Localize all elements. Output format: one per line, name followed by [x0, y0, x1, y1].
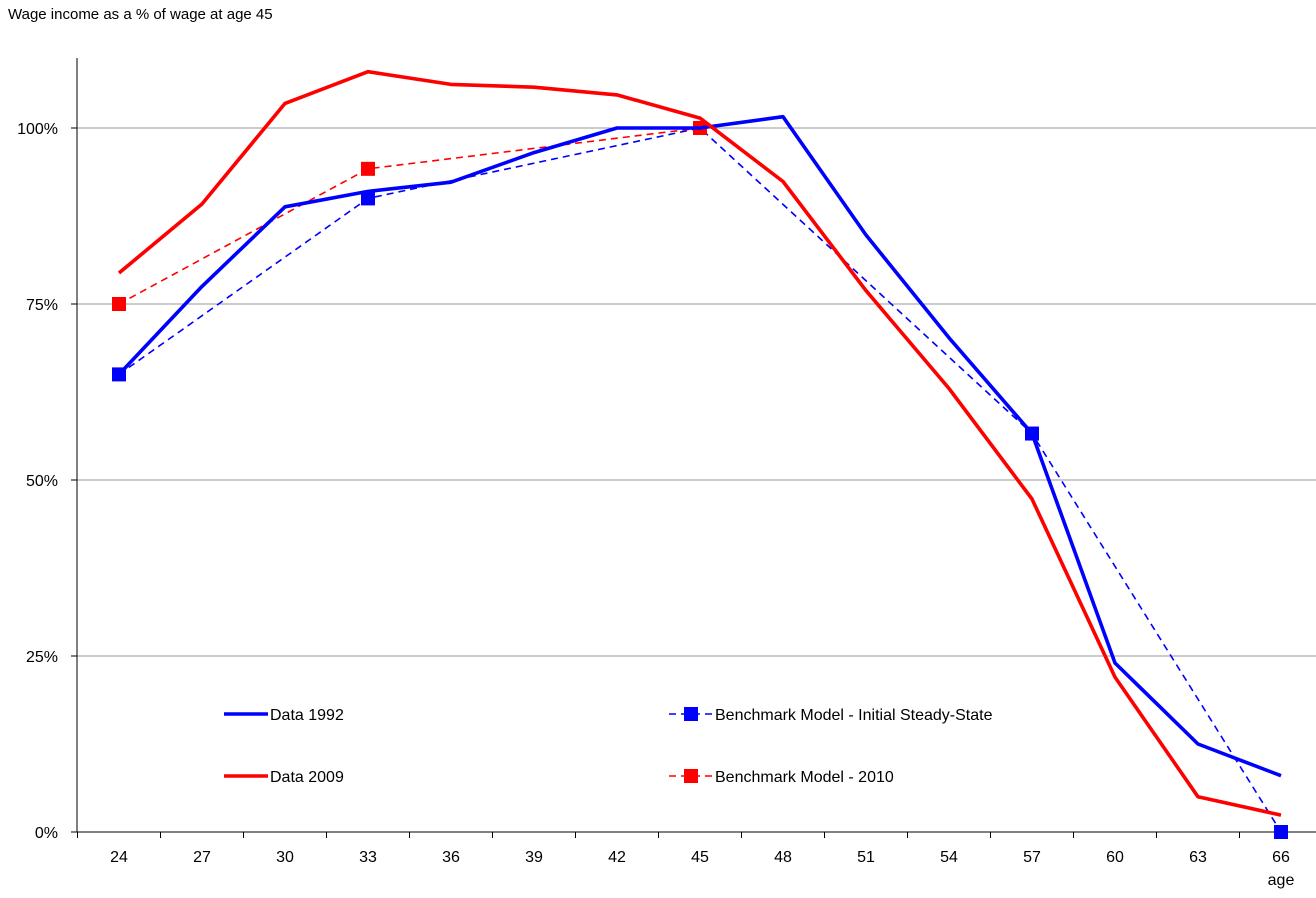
- gridlines: [77, 127, 1316, 657]
- series-line-2: [117, 69, 1282, 817]
- x-tick-label: 60: [1106, 849, 1124, 866]
- x-tick-label: 27: [193, 849, 211, 866]
- legend-item: Benchmark Model - 2010: [669, 769, 894, 786]
- x-tick-label: 57: [1023, 849, 1041, 866]
- x-axis-label: age: [1268, 872, 1295, 889]
- x-tick-label: 48: [774, 849, 792, 866]
- x-tick-label: 51: [857, 849, 875, 866]
- x-tick-label: 54: [940, 849, 958, 866]
- series-line-1: [117, 114, 1282, 778]
- x-tick-label: 36: [442, 849, 460, 866]
- x-tick-label: 66: [1272, 849, 1290, 866]
- legend-item: Data 1992: [224, 707, 344, 724]
- y-tick-label: 75%: [26, 297, 58, 314]
- series-lines: [112, 69, 1288, 839]
- data-point-marker: [361, 191, 375, 206]
- chart-title: Wage income as a % of wage at age 45: [8, 6, 273, 23]
- x-tick-label: 33: [359, 849, 377, 866]
- legend: Data 1992 Data 2009 Benchmark Model - Init…: [224, 707, 993, 786]
- legend-label: Data 2009: [270, 769, 344, 786]
- legend-label: Benchmark Model - Initial Steady-State: [715, 707, 993, 724]
- y-axis-ticks: 0% 25% 50% 75% 100%: [17, 121, 77, 842]
- x-tick-label: 24: [110, 849, 128, 866]
- y-tick-label: 0%: [35, 825, 58, 842]
- series-line-3: [118, 127, 1282, 833]
- y-tick-label: 25%: [26, 649, 58, 666]
- x-tick-label: 63: [1189, 849, 1207, 866]
- legend-marker: [684, 769, 698, 783]
- y-tick-label: 50%: [26, 473, 58, 490]
- axes: [76, 58, 1316, 833]
- data-point-marker: [112, 297, 126, 311]
- x-axis-ticks: 24 27 30 33 36 39 42 45 48 51 54 57 60 63 66 age: [77, 832, 1295, 889]
- legend-label: Data 1992: [270, 707, 344, 724]
- y-tick-label: 100%: [17, 121, 58, 138]
- legend-item: Data 2009: [224, 769, 344, 786]
- data-point-marker: [1274, 825, 1288, 839]
- x-tick-label: 30: [276, 849, 294, 866]
- legend-label: Benchmark Model - 2010: [715, 769, 894, 786]
- data-point-marker: [361, 161, 375, 176]
- legend-item: Benchmark Model - Initial Steady-State: [669, 707, 993, 724]
- x-tick-label: 42: [608, 849, 626, 866]
- x-tick-label: 39: [525, 849, 543, 866]
- series-line-4: [118, 127, 701, 305]
- x-tick-label: 45: [691, 849, 709, 866]
- legend-marker: [684, 707, 698, 721]
